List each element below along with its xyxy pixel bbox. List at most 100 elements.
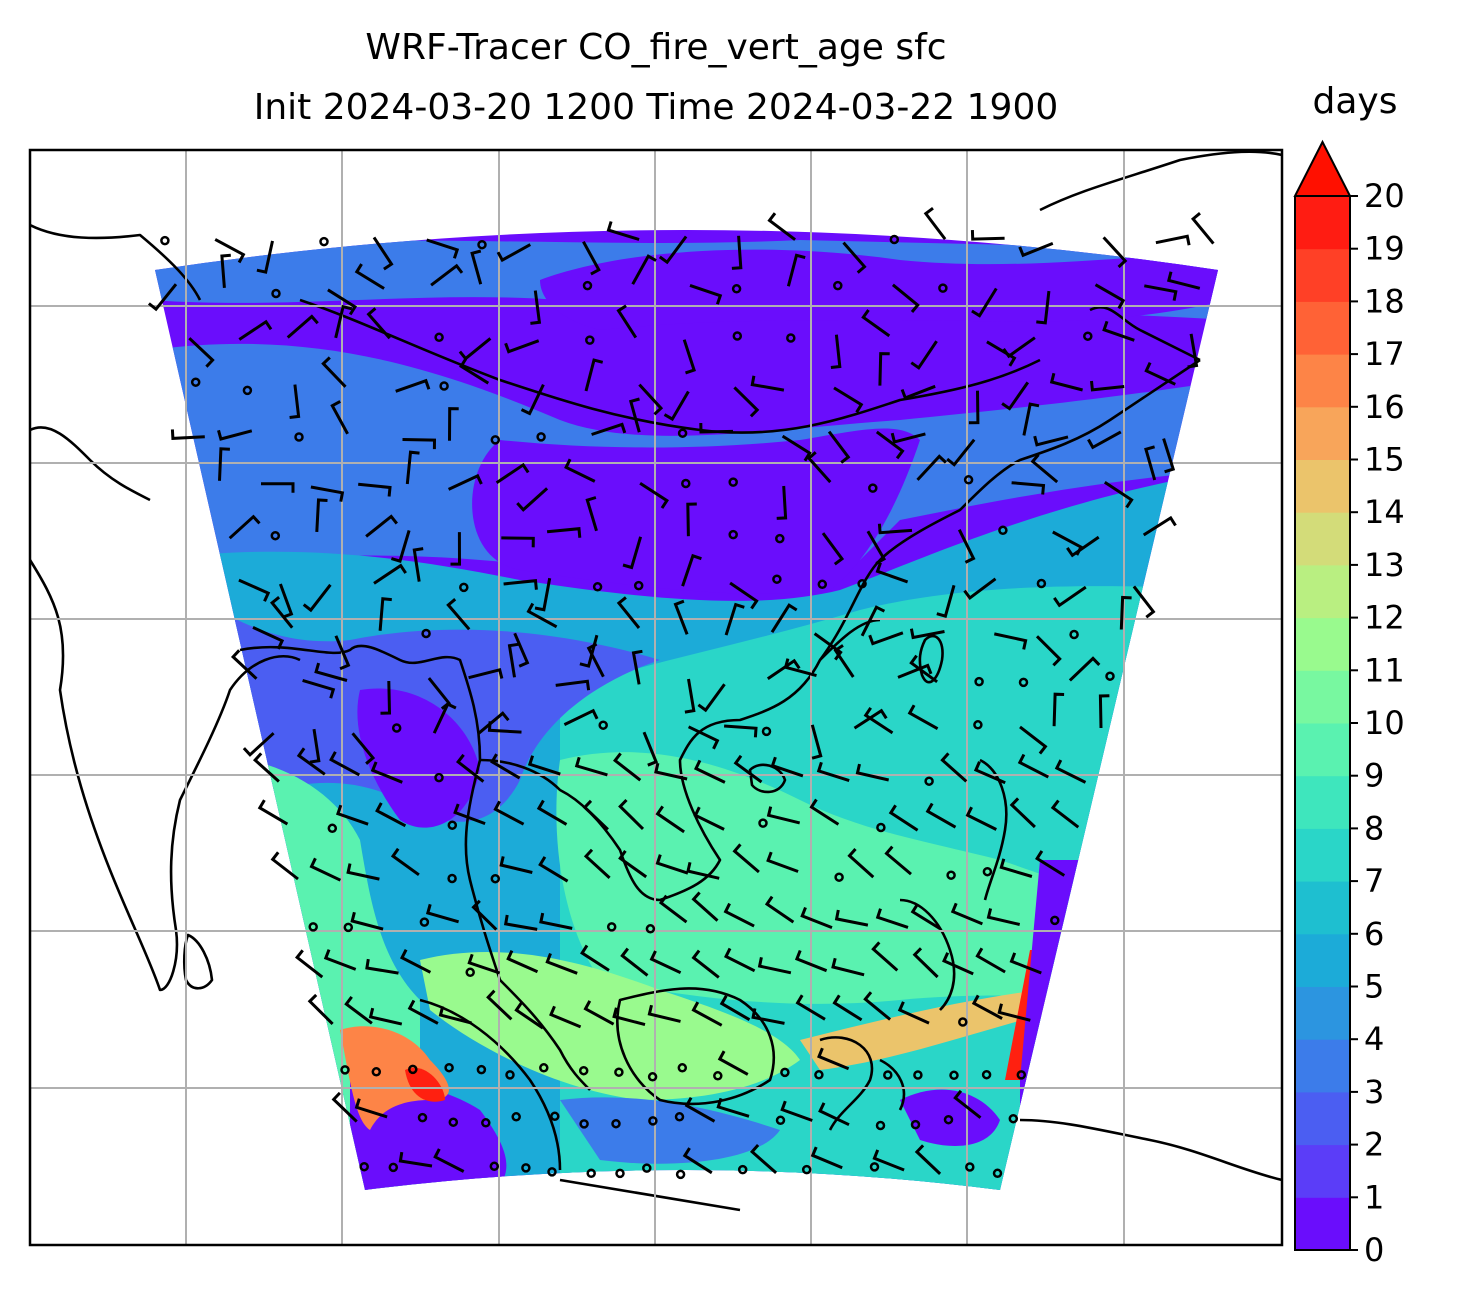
calm-wind-circle bbox=[732, 331, 743, 341]
calm-wind-circle bbox=[242, 385, 253, 396]
calm-wind-circle bbox=[477, 239, 487, 250]
calm-wind-circle bbox=[447, 873, 457, 884]
calm-wind-circle bbox=[648, 1116, 658, 1126]
wind-barb bbox=[545, 952, 578, 975]
wind-barb bbox=[405, 450, 420, 485]
coastline-central-asia bbox=[30, 223, 202, 502]
chart-title: WRF-Tracer CO_fire_vert_age sfc bbox=[365, 27, 947, 68]
colorbar-segment bbox=[1295, 775, 1350, 829]
field-band-purple-myanmar bbox=[357, 688, 480, 828]
wind-barb bbox=[1132, 585, 1156, 619]
wind-barb bbox=[749, 1143, 778, 1175]
calm-wind-circle bbox=[1018, 677, 1029, 688]
wind-barb bbox=[238, 578, 271, 602]
wind-barb bbox=[580, 944, 610, 972]
wind-barb bbox=[682, 1147, 713, 1175]
calm-wind-circle bbox=[761, 726, 772, 737]
wind-barb bbox=[1166, 271, 1201, 290]
wind-barb bbox=[499, 856, 533, 874]
wind-barb bbox=[365, 514, 398, 538]
wind-barb bbox=[1103, 481, 1134, 509]
calm-wind-circle bbox=[876, 822, 886, 833]
coastline-india-west bbox=[30, 559, 301, 992]
calm-wind-circle bbox=[775, 1115, 786, 1126]
wind-barb bbox=[252, 626, 285, 650]
wind-barb bbox=[719, 995, 751, 1021]
calm-wind-circle bbox=[817, 579, 828, 590]
wind-barb bbox=[503, 914, 538, 931]
calm-wind-circle bbox=[868, 483, 878, 493]
wind-barb bbox=[526, 602, 558, 629]
wind-barb bbox=[925, 802, 957, 829]
wind-barb bbox=[309, 857, 342, 882]
wind-barb bbox=[583, 848, 611, 880]
wind-barb bbox=[968, 390, 980, 425]
wind-barb bbox=[346, 863, 380, 881]
calm-wind-circle bbox=[647, 1072, 658, 1082]
colorbar-tick-label: 3 bbox=[1364, 1073, 1384, 1111]
wind-barb bbox=[631, 254, 657, 285]
wind-barb bbox=[496, 243, 532, 263]
wind-barb bbox=[354, 1098, 388, 1119]
calm-wind-circle bbox=[359, 1161, 369, 1172]
wind-barb bbox=[564, 458, 596, 483]
wind-barb bbox=[860, 605, 886, 637]
wind-barb bbox=[813, 632, 843, 661]
wind-barb bbox=[586, 642, 605, 678]
wind-barb bbox=[1009, 952, 1042, 975]
wind-barb bbox=[1102, 236, 1128, 269]
wind-barb bbox=[699, 422, 734, 434]
wind-barb bbox=[786, 253, 806, 287]
calm-wind-circle bbox=[505, 1070, 515, 1080]
wind-barb bbox=[331, 1091, 358, 1123]
wind-barb bbox=[252, 752, 280, 783]
wind-barb bbox=[612, 752, 642, 782]
wind-barb bbox=[697, 683, 726, 713]
wind-barb bbox=[447, 473, 483, 491]
wind-barb bbox=[1035, 635, 1062, 667]
wind-barb bbox=[654, 762, 688, 781]
wind-barb bbox=[256, 240, 274, 274]
coastline-borneo bbox=[616, 987, 775, 1106]
wind-barb bbox=[365, 958, 399, 975]
wind-barb bbox=[612, 1007, 646, 1027]
calm-wind-circle bbox=[521, 1163, 531, 1173]
calm-wind-circle bbox=[965, 1162, 975, 1172]
wind-barb bbox=[426, 238, 460, 259]
calm-wind-circle bbox=[434, 332, 444, 343]
wind-barb bbox=[218, 447, 230, 481]
wind-barb bbox=[270, 851, 299, 881]
calm-wind-circle bbox=[869, 1162, 880, 1172]
wind-barb bbox=[1018, 242, 1054, 258]
colorbar-segment bbox=[1295, 723, 1350, 777]
colorbar-segment bbox=[1295, 564, 1350, 619]
calm-wind-circle bbox=[421, 628, 431, 639]
calm-wind-circle bbox=[889, 234, 900, 245]
colorbar-segment bbox=[1295, 354, 1350, 408]
wind-barb bbox=[1087, 430, 1122, 450]
wind-barb bbox=[506, 949, 539, 974]
wind-barb bbox=[583, 1000, 615, 1026]
wind-barb bbox=[425, 903, 460, 924]
colorbar-segment bbox=[1295, 301, 1350, 355]
wind-barb bbox=[534, 577, 552, 612]
colorbar-segment bbox=[1295, 406, 1350, 460]
calm-wind-circle bbox=[606, 922, 617, 932]
colorbar-segment bbox=[1295, 933, 1350, 987]
calm-wind-circle bbox=[910, 1119, 921, 1130]
wind-barb bbox=[655, 805, 685, 834]
wind-barb bbox=[647, 1004, 681, 1023]
wind-barb bbox=[1001, 381, 1030, 411]
calm-wind-circle bbox=[270, 530, 281, 541]
calm-wind-circle bbox=[417, 1112, 428, 1123]
wind-barb bbox=[638, 383, 664, 416]
calm-wind-circle bbox=[775, 533, 785, 544]
calm-wind-circle bbox=[938, 283, 948, 293]
colorbar-tick-label: 1 bbox=[1364, 1178, 1384, 1216]
wind-barb bbox=[971, 287, 998, 318]
wind-barb bbox=[693, 759, 726, 784]
calm-wind-circle bbox=[308, 922, 318, 932]
wind-barb bbox=[1102, 320, 1135, 342]
wind-barb bbox=[334, 635, 351, 671]
